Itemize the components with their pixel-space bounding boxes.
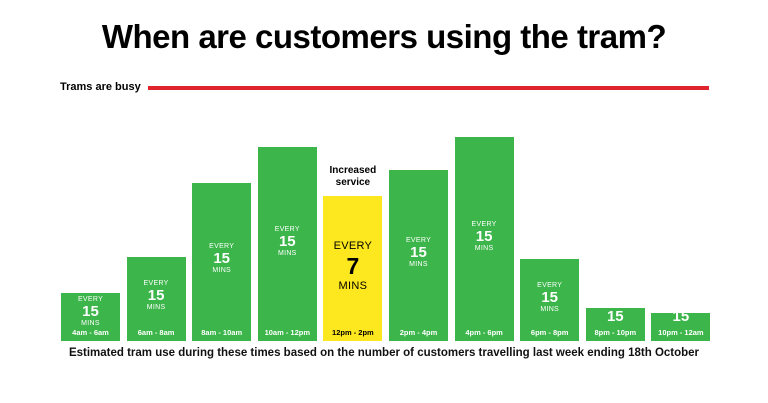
category-tick-label: 6pm - 8pm — [530, 328, 569, 337]
frequency-every-text: EVERY — [405, 237, 432, 245]
frequency-mins-text: MINS — [540, 305, 560, 313]
bar-frequency-label: EVERY 15 MINS — [127, 280, 186, 311]
bar-frequency-label: EVERY 15 MINS — [258, 226, 317, 257]
bar-8: 15 8pm - 10pm — [585, 307, 645, 341]
bar-5: EVERY 15 MINS 2pm - 4pm — [389, 170, 448, 341]
category-tick-label: 10pm - 12am — [658, 328, 704, 337]
frequency-mins-text: MINS — [338, 280, 368, 293]
bar-7: EVERY 15 MINS 6pm - 8pm — [520, 259, 580, 341]
frequency-mins-text: MINS — [81, 320, 100, 327]
frequency-every-text: EVERY — [537, 281, 563, 289]
bar-frequency-label: EVERY 15 MINS — [61, 296, 120, 327]
bar-frequency-label: EVERY 7 MINS — [323, 241, 382, 292]
increased-service-note: Increased service — [329, 164, 377, 189]
bar-frequency-label: EVERY 15 MINS — [455, 221, 514, 252]
frequency-every-text: EVERY — [209, 243, 235, 251]
category-tick-label: 4am - 6am — [72, 328, 109, 337]
frequency-number: 15 — [475, 227, 493, 245]
busy-threshold-label: Trams are busy — [60, 81, 141, 93]
chart-caption: Estimated tram use during these times ba… — [68, 347, 700, 359]
frequency-number: 15 — [82, 303, 99, 320]
category-tick-label: 8am - 10am — [201, 328, 243, 337]
frequency-mins-text: MINS — [146, 304, 166, 312]
category-tick-label: 2pm - 4pm — [399, 328, 438, 337]
frequency-number: 15 — [606, 308, 624, 325]
bar-1: EVERY 15 MINS 6am - 8am — [126, 256, 186, 341]
bar-frequency-label: 15 — [586, 308, 645, 325]
bar-0: EVERY 15 MINS 4am - 6am — [61, 292, 120, 341]
bar-6: EVERY 15 MINS 4pm - 6pm — [454, 137, 514, 341]
bar-3: EVERY 15 MINS 10am - 12pm — [257, 147, 317, 341]
frequency-mins-text: MINS — [474, 244, 494, 252]
frequency-mins-text: MINS — [212, 267, 232, 275]
bar-2: EVERY 15 MINS 8am - 10am — [192, 182, 252, 341]
frequency-number: 7 — [346, 253, 360, 280]
frequency-every-text: EVERY — [143, 280, 169, 288]
frequency-number: 15 — [541, 288, 559, 306]
bar-frequency-label: EVERY 15 MINS — [520, 282, 579, 313]
frequency-every-text: EVERY — [471, 220, 497, 228]
category-tick-label: 4pm - 6pm — [465, 328, 503, 337]
frequency-mins-text: MINS — [409, 261, 428, 269]
frequency-number: 15 — [410, 244, 427, 262]
category-tick-label: 6am - 8am — [137, 328, 175, 337]
bar-frequency-label: EVERY 15 MINS — [389, 237, 448, 268]
category-tick-label: 8pm - 10pm — [594, 328, 637, 337]
frequency-every-text: EVERY — [333, 240, 373, 253]
frequency-number: 15 — [213, 250, 231, 268]
frequency-every-text: EVERY — [274, 225, 300, 233]
frequency-every-text: EVERY — [77, 296, 104, 303]
category-tick-label: 10am - 12pm — [264, 328, 311, 337]
frequency-number: 15 — [147, 287, 165, 305]
busy-threshold-line — [148, 86, 709, 90]
frequency-number: 15 — [672, 308, 690, 325]
chart-title: When are customers using the tram? — [101, 18, 667, 55]
bar-9: 15 10pm - 12am — [651, 309, 711, 341]
frequency-mins-text: MINS — [277, 249, 297, 257]
bar-frequency-label: 15 — [651, 308, 710, 325]
bar-4: EVERY 7 MINS 12pm - 2pm Increased service — [323, 165, 383, 341]
frequency-number: 15 — [278, 232, 296, 250]
category-tick-label: 12pm - 2pm — [332, 328, 374, 337]
bar-frequency-label: EVERY 15 MINS — [192, 243, 251, 274]
